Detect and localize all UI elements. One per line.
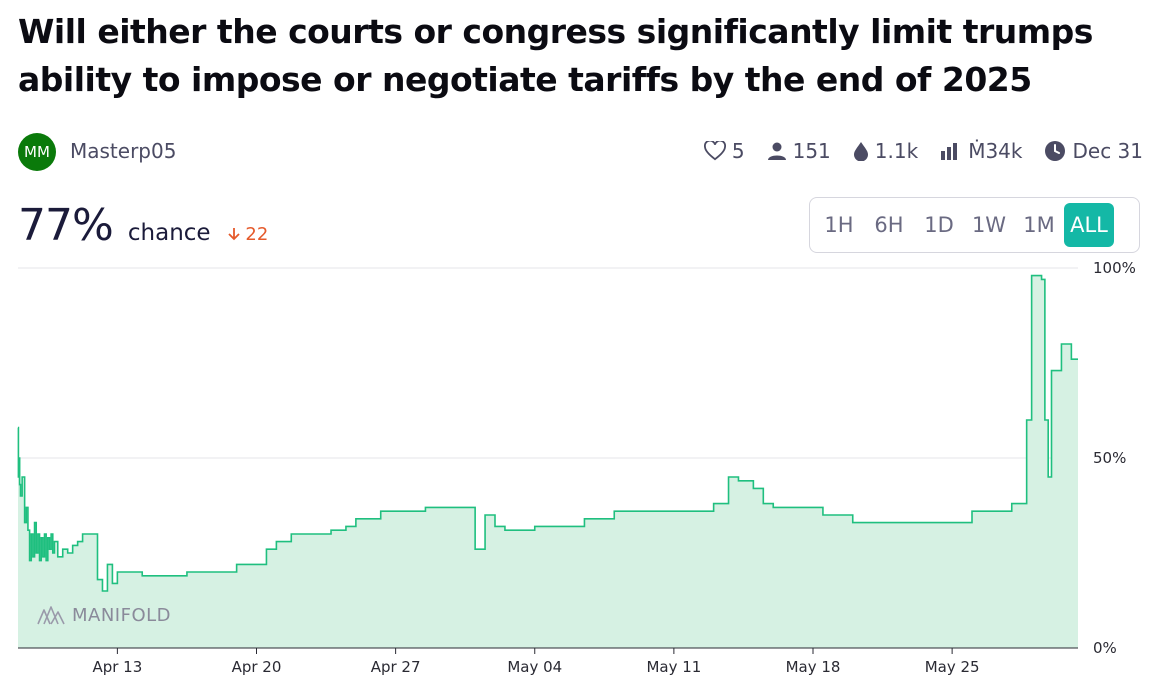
- probability-change: 22: [228, 224, 269, 245]
- time-range-6h[interactable]: 6H: [874, 213, 904, 237]
- creator-avatar[interactable]: MM: [18, 133, 56, 171]
- creator-name[interactable]: Masterp05: [70, 139, 177, 163]
- time-range-1h[interactable]: 1H: [824, 213, 854, 237]
- probability-value: 77%: [18, 200, 114, 251]
- volume-stat[interactable]: Ṁ34k: [940, 139, 1022, 163]
- probability-display: 77% chance 22: [18, 200, 268, 251]
- time-range-selector: 1H 6H 1D 1W 1M ALL: [809, 197, 1140, 253]
- manifold-watermark: MANIFOLD: [36, 604, 171, 626]
- time-range-all[interactable]: ALL: [1064, 203, 1114, 247]
- x-tick-label: May 04: [507, 658, 562, 676]
- x-tick-label: Apr 13: [92, 658, 142, 676]
- time-range-1w[interactable]: 1W: [971, 213, 1007, 237]
- likes-count: 5: [731, 139, 745, 163]
- watermark-text: MANIFOLD: [72, 604, 172, 626]
- time-range-1m[interactable]: 1M: [1023, 213, 1055, 237]
- volume-value: Ṁ34k: [968, 139, 1023, 163]
- probability-chart: Apr 13 Apr 20 Apr 27 May 04 May 11 May 18 May …: [17, 259, 1136, 676]
- y-tick-label: 100%: [1093, 259, 1136, 277]
- chance-label: chance: [127, 220, 211, 246]
- arrow-down-icon: [228, 228, 240, 241]
- droplet-icon: [853, 142, 868, 161]
- user-icon: [767, 142, 786, 160]
- probability-line: [17, 274, 1078, 592]
- traders-count: 151: [792, 139, 831, 163]
- x-tick-label: Apr 27: [371, 658, 421, 676]
- heart-icon: [703, 141, 726, 161]
- y-tick-label: 50%: [1093, 449, 1126, 467]
- market-meta: MM Masterp05 5 151 1.1k: [18, 132, 1143, 172]
- market-title: Will either the courts or congress signi…: [18, 12, 1093, 99]
- likes-stat[interactable]: 5: [703, 139, 745, 163]
- time-range-1d[interactable]: 1D: [924, 213, 954, 237]
- close-date: Dec 31: [1072, 139, 1143, 163]
- market-stats: 5 151 1.1k Ṁ34k: [703, 139, 1143, 163]
- probability-area: [18, 275, 1078, 648]
- x-tick-label: Apr 20: [232, 658, 282, 676]
- liquidity-value: 1.1k: [874, 139, 919, 163]
- x-tick-label: May 11: [646, 658, 701, 676]
- bar-chart-icon: [941, 143, 958, 160]
- traders-stat[interactable]: 151: [767, 139, 831, 163]
- y-tick-label: 0%: [1093, 639, 1117, 657]
- close-date-stat[interactable]: Dec 31: [1044, 139, 1143, 163]
- manifold-logo-icon: [37, 606, 65, 625]
- probability-change-value: 22: [245, 224, 269, 245]
- liquidity-stat[interactable]: 1.1k: [853, 139, 918, 163]
- clock-icon: [1045, 141, 1066, 161]
- x-tick-label: May 25: [925, 658, 980, 676]
- x-tick-label: May 18: [786, 658, 841, 676]
